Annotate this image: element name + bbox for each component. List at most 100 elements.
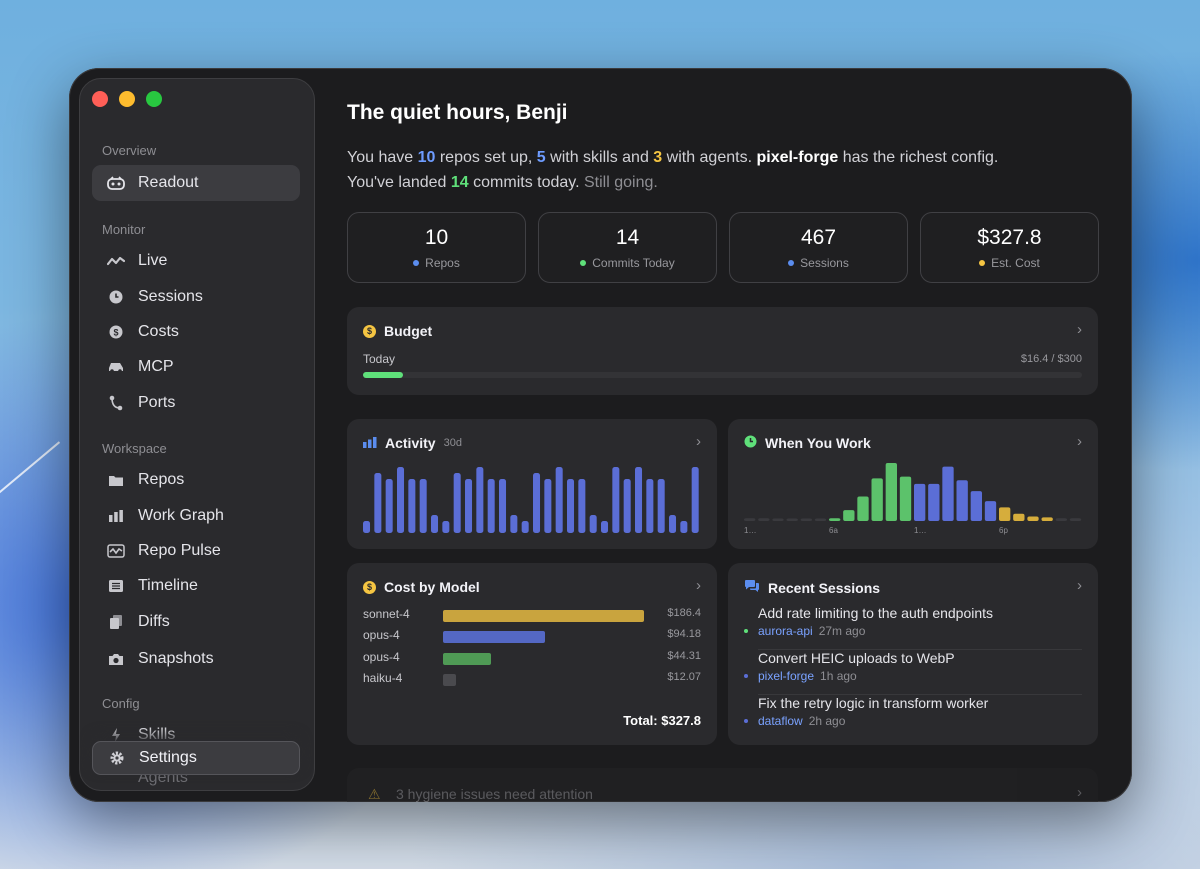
zoom-window-button[interactable] [146, 91, 162, 107]
model-cost: $94.18 [667, 628, 701, 640]
chevron-right-icon[interactable]: › [696, 433, 701, 450]
activity-card[interactable]: Activity 30d › [347, 419, 717, 549]
summary-text: You have 10 repos set up, 5 with skills … [347, 145, 1067, 195]
stat-card-sessions[interactable]: 467 Sessions [729, 212, 908, 283]
summary-fragment: with skills and [545, 149, 654, 166]
budget-card[interactable]: $ Budget › Today $16.4 / $300 [347, 307, 1098, 395]
activity-bar [578, 479, 586, 533]
summary-fragment: has the richest config. [838, 149, 999, 166]
chevron-right-icon[interactable]: › [1077, 321, 1082, 338]
session-repo[interactable]: pixel-forge [758, 669, 815, 683]
budget-period: Today [363, 352, 396, 366]
chevron-right-icon[interactable]: › [1077, 784, 1082, 801]
session-item[interactable]: Add rate limiting to the auth endpoints … [744, 605, 1082, 650]
hour-bar [772, 518, 784, 521]
section-label-overview: Overview [102, 143, 157, 158]
warning-icon: ⚠ [368, 786, 381, 802]
hygiene-banner[interactable]: ⚠ 3 hygiene issues need attention › [347, 768, 1098, 802]
sidebar-item-label: Repos [138, 471, 185, 488]
sidebar-item-snapshots[interactable]: Snapshots [92, 641, 300, 677]
stat-value: 10 [424, 226, 449, 249]
model-bar-track [443, 653, 644, 665]
minimize-window-button[interactable] [119, 91, 135, 107]
activity-bar [487, 479, 495, 533]
sidebar-item-readout[interactable]: Readout [92, 165, 300, 201]
summary-fragment: with agents. [662, 149, 757, 166]
waveform-icon [107, 542, 125, 560]
hour-bar [999, 507, 1011, 521]
sidebar-item-mcp[interactable]: MCP [92, 349, 300, 385]
status-dot [744, 674, 748, 678]
stat-value: 14 [615, 226, 640, 249]
sidebar-item-ports[interactable]: Ports [92, 385, 300, 421]
card-title: $ Budget [363, 323, 432, 339]
close-window-button[interactable] [92, 91, 108, 107]
model-row: opus-4 $44.31 [363, 650, 701, 666]
budget-progress-track [363, 372, 1082, 378]
sidebar-item-label: Snapshots [138, 650, 214, 667]
hour-bar [758, 518, 770, 521]
when-you-work-card[interactable]: When You Work › 1… 6a 1… 6p [728, 419, 1098, 549]
summary-fragment: You've landed [347, 174, 451, 191]
wallpaper-streak [0, 441, 61, 501]
session-title: Convert HEIC uploads to WebP [758, 650, 955, 666]
chevron-right-icon[interactable]: › [1077, 433, 1082, 450]
sidebar-item-live[interactable]: Live [92, 243, 300, 279]
activity-bar [589, 515, 597, 533]
divider [758, 694, 1082, 695]
session-repo[interactable]: aurora-api [758, 624, 813, 638]
session-item[interactable]: Convert HEIC uploads to WebP pixel-forge… [744, 650, 1082, 695]
hour-bar [1069, 518, 1082, 521]
bar-chart-icon [363, 435, 377, 451]
section-label-config: Config [102, 696, 140, 711]
sidebar-item-settings[interactable]: Settings [92, 741, 300, 775]
model-bar-track [443, 631, 644, 643]
documents-icon [107, 613, 125, 631]
chevron-right-icon[interactable]: › [696, 577, 701, 594]
card-title: When You Work [744, 435, 871, 451]
sidebar-item-sessions[interactable]: Sessions [92, 279, 300, 315]
hour-bar [744, 518, 756, 521]
model-bar [443, 674, 456, 686]
status-dot [788, 260, 795, 266]
cost-by-model-card[interactable]: $ Cost by Model › sonnet-4 $186.4 opus-4 … [347, 563, 717, 745]
stat-card-cost[interactable]: $327.8 Est. Cost [920, 212, 1099, 283]
dollar-coin-icon: $ [363, 324, 376, 338]
sidebar-item-diffs[interactable]: Diffs [92, 604, 300, 640]
model-bar [443, 653, 491, 665]
session-item[interactable]: Fix the retry logic in transform worker … [744, 695, 1082, 740]
sidebar-item-repos[interactable]: Repos [92, 462, 300, 498]
stat-card-commits[interactable]: 14 Commits Today [538, 212, 717, 283]
model-cost: $12.07 [667, 671, 701, 683]
activity-bar [363, 521, 371, 533]
stat-card-repos[interactable]: 10 Repos [347, 212, 526, 283]
folder-icon [107, 471, 125, 489]
page-title: The quiet hours, Benji [347, 101, 568, 124]
hour-bar [1055, 518, 1067, 521]
hour-tick-label: 6p [999, 526, 1008, 535]
sidebar-item-timeline[interactable]: Timeline [92, 568, 300, 604]
hours-chart: 1… 6a 1… 6p [744, 463, 1082, 535]
skills-count-highlight: 5 [536, 149, 546, 166]
sidebar-item-repo-pulse[interactable]: Repo Pulse [92, 533, 300, 569]
app-window: Overview Readout Monitor Live Sessions $… [69, 68, 1132, 802]
hour-tick-label: 6a [829, 526, 838, 535]
activity-bar [567, 479, 575, 533]
card-title-text: Activity [385, 435, 436, 451]
activity-bar [544, 479, 552, 533]
sidebar-item-costs[interactable]: $ Costs [92, 314, 300, 350]
sidebar-item-work-graph[interactable]: Work Graph [92, 498, 300, 534]
activity-bar [510, 515, 518, 533]
stat-label-text: Est. Cost [991, 256, 1040, 270]
budget-amount: $16.4 / $300 [1020, 353, 1082, 365]
session-repo[interactable]: dataflow [758, 714, 803, 728]
chevron-right-icon[interactable]: › [1077, 577, 1082, 594]
activity-bar [374, 473, 382, 533]
budget-progress-fill [363, 372, 403, 378]
activity-bar [612, 467, 620, 533]
sidebar-item-skills[interactable]: Skills [92, 717, 300, 753]
activity-bar [646, 479, 654, 533]
hour-bar [885, 463, 897, 521]
recent-sessions-card[interactable]: Recent Sessions › Add rate limiting to t… [728, 563, 1098, 745]
activity-bar [521, 521, 529, 533]
